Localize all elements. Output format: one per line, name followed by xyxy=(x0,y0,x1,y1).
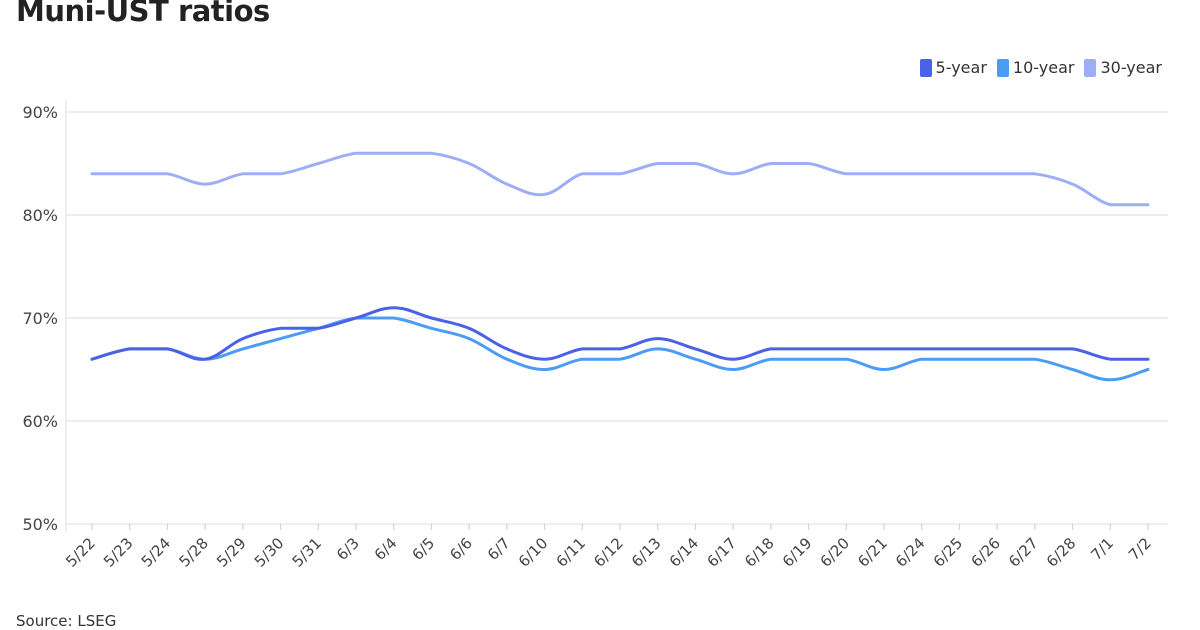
y-tick-label: 90% xyxy=(22,103,58,122)
x-tick-label: 5/22 xyxy=(62,534,99,571)
x-tick-label: 6/17 xyxy=(703,534,740,571)
y-tick-label: 50% xyxy=(22,515,58,534)
x-tick-label: 6/25 xyxy=(930,534,967,571)
x-tick-label: 5/28 xyxy=(175,534,212,571)
x-tick-label: 6/11 xyxy=(553,534,590,571)
legend-item-10-year[interactable]: 10-year xyxy=(996,58,1075,77)
x-tick-label: 5/30 xyxy=(251,534,288,571)
x-tick-label: 6/6 xyxy=(446,534,476,564)
x-tick-label: 5/24 xyxy=(138,534,175,571)
y-tick-label: 70% xyxy=(22,309,58,328)
x-tick-label: 6/5 xyxy=(408,534,438,564)
x-tick-label: 6/3 xyxy=(333,534,363,564)
series-line-5-year xyxy=(90,306,1150,361)
legend-label: 10-year xyxy=(1012,58,1075,77)
legend-item-30-year[interactable]: 30-year xyxy=(1084,58,1162,77)
x-tick-label: 6/26 xyxy=(967,534,1004,571)
x-tick-label: 6/20 xyxy=(817,534,854,571)
x-tick-label: 6/7 xyxy=(484,534,514,564)
x-tick-label: 6/28 xyxy=(1043,534,1080,571)
x-tick-label: 6/24 xyxy=(892,534,929,571)
x-tick-label: 6/19 xyxy=(779,534,816,571)
legend-swatch xyxy=(996,58,1009,77)
series-line-30-year xyxy=(90,151,1150,207)
x-tick-label: 6/10 xyxy=(515,534,552,571)
x-tick-label: 6/21 xyxy=(854,534,891,571)
source-note: Source: LSEG xyxy=(16,612,117,630)
x-tick-label: 7/2 xyxy=(1125,534,1155,564)
x-tick-label: 6/13 xyxy=(628,534,665,571)
x-tick-label: 5/31 xyxy=(289,534,326,571)
chart-title: Muni-UST ratios xyxy=(16,0,270,28)
x-tick-label: 7/1 xyxy=(1087,534,1117,564)
legend-label: 5-year xyxy=(935,58,987,77)
x-tick-label: 6/12 xyxy=(590,534,627,571)
x-tick-label: 6/27 xyxy=(1005,534,1042,571)
x-tick-label: 6/4 xyxy=(371,534,401,564)
y-tick-label: 60% xyxy=(22,412,58,431)
y-tick-label: 80% xyxy=(22,206,58,225)
x-tick-label: 5/29 xyxy=(213,534,250,571)
legend-swatch xyxy=(919,58,932,77)
legend-item-5-year[interactable]: 5-year xyxy=(919,58,987,77)
legend-label: 30-year xyxy=(1100,58,1162,77)
x-tick-label: 5/23 xyxy=(100,534,137,571)
legend-swatch xyxy=(1084,58,1097,77)
legend: 5-year 10-year 30-year xyxy=(919,58,1162,77)
x-tick-label: 6/18 xyxy=(741,534,778,571)
series-line-10-year xyxy=(90,316,1150,382)
x-tick-label: 6/14 xyxy=(666,534,703,571)
